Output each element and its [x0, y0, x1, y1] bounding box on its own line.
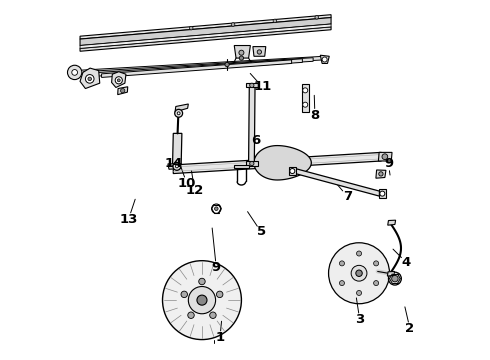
Polygon shape	[245, 83, 258, 87]
Circle shape	[373, 261, 379, 266]
Polygon shape	[173, 152, 381, 174]
Polygon shape	[289, 167, 296, 175]
Polygon shape	[112, 72, 126, 87]
Polygon shape	[80, 15, 331, 39]
Circle shape	[322, 57, 327, 62]
Circle shape	[329, 243, 390, 304]
Circle shape	[257, 50, 262, 54]
Circle shape	[356, 270, 362, 276]
Polygon shape	[234, 165, 248, 168]
Polygon shape	[302, 84, 309, 112]
Circle shape	[215, 207, 218, 211]
Text: 7: 7	[343, 190, 352, 203]
Text: 12: 12	[186, 184, 204, 197]
Polygon shape	[172, 134, 182, 164]
Circle shape	[85, 75, 94, 83]
Circle shape	[197, 295, 207, 305]
Circle shape	[188, 312, 194, 319]
Circle shape	[250, 83, 254, 87]
Polygon shape	[254, 145, 311, 180]
Text: 2: 2	[405, 322, 415, 335]
Circle shape	[380, 191, 385, 196]
Circle shape	[225, 62, 229, 67]
Polygon shape	[84, 58, 313, 75]
Circle shape	[290, 168, 295, 174]
Polygon shape	[245, 161, 258, 166]
Polygon shape	[248, 85, 255, 164]
Circle shape	[175, 109, 183, 117]
Circle shape	[351, 265, 367, 281]
Polygon shape	[95, 59, 302, 76]
Polygon shape	[80, 24, 331, 48]
Text: 8: 8	[310, 109, 319, 122]
Circle shape	[340, 261, 344, 266]
Polygon shape	[175, 104, 188, 112]
Polygon shape	[295, 168, 379, 196]
Polygon shape	[101, 60, 292, 77]
Circle shape	[177, 112, 180, 115]
Text: 3: 3	[355, 313, 365, 327]
Text: 9: 9	[384, 157, 393, 170]
Polygon shape	[118, 87, 128, 95]
Polygon shape	[234, 45, 250, 58]
Circle shape	[217, 291, 223, 298]
Polygon shape	[379, 189, 386, 198]
Text: 1: 1	[215, 331, 224, 344]
Circle shape	[210, 312, 216, 319]
Circle shape	[273, 19, 277, 23]
Circle shape	[175, 165, 178, 168]
Circle shape	[357, 251, 362, 256]
Circle shape	[121, 89, 125, 93]
Text: 13: 13	[119, 213, 138, 226]
Circle shape	[181, 291, 188, 298]
Circle shape	[250, 161, 254, 166]
Circle shape	[389, 272, 401, 285]
Polygon shape	[168, 164, 180, 169]
Text: 6: 6	[251, 134, 260, 147]
Circle shape	[115, 77, 122, 84]
Circle shape	[231, 23, 235, 26]
Text: 9: 9	[212, 261, 221, 274]
Circle shape	[239, 50, 244, 55]
Circle shape	[239, 56, 244, 60]
Circle shape	[303, 102, 308, 107]
Circle shape	[117, 79, 120, 82]
Polygon shape	[376, 170, 386, 178]
Polygon shape	[388, 271, 394, 276]
Polygon shape	[253, 46, 266, 56]
Circle shape	[199, 278, 205, 285]
Polygon shape	[73, 56, 324, 74]
Circle shape	[188, 287, 216, 314]
Circle shape	[315, 15, 318, 19]
Text: 11: 11	[253, 80, 271, 93]
Circle shape	[373, 280, 379, 285]
Polygon shape	[80, 27, 331, 51]
Circle shape	[340, 280, 344, 285]
Polygon shape	[378, 152, 392, 161]
Circle shape	[163, 261, 242, 339]
Text: 14: 14	[165, 157, 183, 170]
Circle shape	[392, 275, 398, 282]
Polygon shape	[80, 68, 100, 89]
Polygon shape	[320, 55, 329, 63]
Circle shape	[357, 291, 362, 296]
Circle shape	[88, 77, 92, 81]
Text: 10: 10	[178, 177, 196, 190]
Circle shape	[382, 154, 388, 159]
Text: 5: 5	[257, 225, 266, 238]
Circle shape	[379, 172, 383, 176]
Circle shape	[303, 88, 308, 93]
Circle shape	[190, 26, 193, 30]
Circle shape	[68, 65, 82, 80]
Text: 4: 4	[402, 256, 411, 269]
Polygon shape	[388, 220, 395, 225]
Circle shape	[173, 162, 181, 170]
Circle shape	[72, 69, 77, 75]
Polygon shape	[80, 18, 331, 45]
